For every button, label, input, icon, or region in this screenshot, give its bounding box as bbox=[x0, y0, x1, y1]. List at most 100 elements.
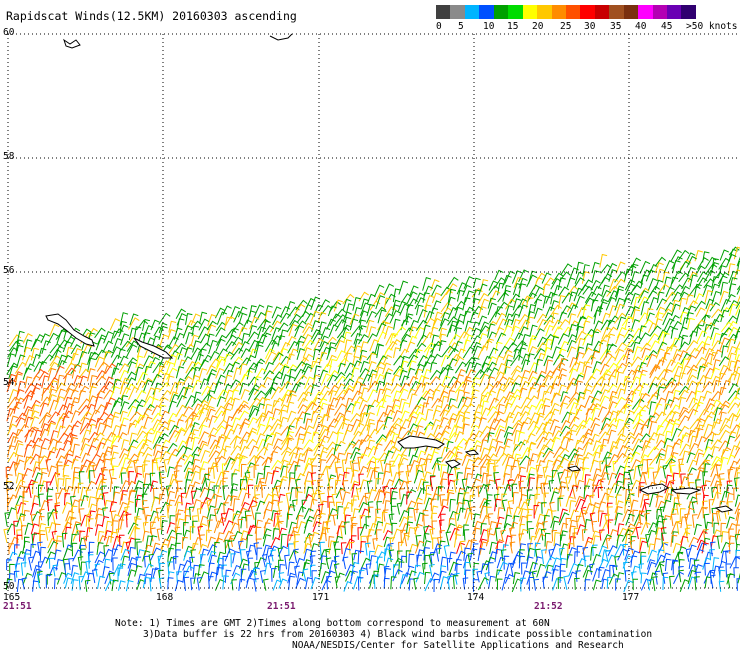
wind-barb bbox=[168, 467, 175, 477]
wind-barb bbox=[170, 516, 176, 527]
wind-barb bbox=[736, 473, 740, 487]
wind-barb bbox=[438, 506, 448, 518]
wind-barb bbox=[463, 340, 471, 353]
wind-barb bbox=[657, 387, 664, 400]
wind-barb bbox=[208, 315, 217, 326]
wind-barb bbox=[398, 389, 408, 401]
wind-barb bbox=[409, 455, 417, 465]
wind-barb bbox=[546, 360, 553, 372]
wind-barb bbox=[193, 341, 201, 353]
wind-barb bbox=[687, 356, 697, 366]
wind-barb bbox=[704, 325, 711, 337]
wind-barb bbox=[590, 369, 600, 380]
wind-barb bbox=[281, 427, 292, 436]
wind-barb bbox=[495, 499, 502, 511]
wind-barb bbox=[81, 549, 86, 561]
wind-barb bbox=[479, 418, 487, 429]
wind-barb bbox=[246, 479, 253, 490]
wind-barb bbox=[144, 461, 150, 472]
wind-barb bbox=[7, 397, 19, 408]
wind-barb bbox=[521, 571, 529, 584]
wind-barb bbox=[530, 454, 538, 466]
wind-barb bbox=[334, 542, 339, 555]
wind-barb bbox=[79, 363, 87, 373]
latitude-label: 58 bbox=[3, 151, 15, 162]
wind-barb bbox=[337, 573, 345, 583]
wind-barb bbox=[600, 349, 611, 360]
wind-barb bbox=[641, 556, 646, 569]
wind-barb bbox=[122, 556, 129, 567]
wind-barb bbox=[489, 563, 494, 576]
wind-barb bbox=[330, 302, 341, 312]
wind-barb bbox=[58, 479, 64, 492]
wind-barb bbox=[326, 337, 336, 345]
wind-barb bbox=[407, 368, 415, 379]
wind-barb bbox=[370, 556, 377, 569]
wind-barb bbox=[480, 539, 487, 549]
note-line-3: NOAA/NESDIS/Center for Satellite Applica… bbox=[292, 640, 624, 651]
wind-barb bbox=[81, 496, 89, 507]
wind-barb bbox=[90, 376, 97, 388]
wind-barb bbox=[593, 294, 603, 304]
wind-barb bbox=[688, 301, 698, 310]
wind-barb bbox=[442, 447, 450, 457]
wind-barb bbox=[126, 514, 131, 527]
wind-barb bbox=[647, 460, 652, 472]
wind-barb bbox=[646, 511, 651, 521]
wind-barb bbox=[110, 319, 120, 331]
wind-barb bbox=[343, 295, 354, 304]
wind-barb bbox=[607, 264, 617, 275]
wind-barb bbox=[655, 257, 666, 266]
wind-barb bbox=[248, 485, 253, 498]
wind-barb bbox=[480, 440, 488, 452]
note-line-2: 3)Data buffer is 22 hrs from 20160303 4)… bbox=[143, 629, 652, 640]
wind-barb bbox=[696, 308, 705, 317]
wind-barb bbox=[245, 511, 250, 521]
wind-barb bbox=[185, 385, 193, 395]
wind-barb bbox=[345, 453, 352, 464]
wind-barb bbox=[150, 578, 155, 591]
wind-barb bbox=[98, 576, 105, 589]
wind-barb bbox=[176, 405, 187, 417]
wind-barb bbox=[118, 349, 125, 359]
wind-barb bbox=[223, 556, 228, 569]
wind-barb bbox=[122, 440, 129, 450]
wind-barb bbox=[417, 451, 426, 462]
wind-barb bbox=[120, 535, 125, 546]
wind-barb bbox=[519, 327, 529, 339]
wind-barb bbox=[552, 471, 558, 484]
wind-barb bbox=[449, 511, 457, 521]
wind-barb bbox=[695, 251, 703, 262]
wind-barb bbox=[87, 396, 97, 409]
wind-barb bbox=[31, 503, 39, 515]
wind-barb bbox=[137, 321, 148, 330]
wind-barb bbox=[129, 491, 135, 505]
wind-barb bbox=[231, 362, 240, 372]
wind-barb bbox=[650, 365, 660, 375]
wind-barb bbox=[721, 282, 728, 295]
wind-barb bbox=[121, 549, 130, 560]
wind-barb bbox=[42, 341, 51, 354]
wind-barb bbox=[441, 396, 448, 408]
wind-barb bbox=[232, 580, 237, 591]
wind-barb bbox=[55, 524, 61, 535]
wind-barb bbox=[127, 446, 136, 459]
longitude-label: 177 bbox=[622, 592, 639, 603]
wind-barb bbox=[528, 495, 535, 506]
wind-barb bbox=[577, 546, 582, 557]
wind-barb bbox=[21, 563, 26, 576]
wind-barb bbox=[375, 459, 380, 471]
wind-barb bbox=[192, 380, 202, 392]
wind-barb bbox=[692, 502, 697, 514]
wind-barb bbox=[449, 334, 460, 345]
wind-barb bbox=[608, 375, 616, 385]
wind-barb bbox=[688, 318, 695, 330]
wind-barb bbox=[89, 387, 96, 401]
wind-barb bbox=[520, 529, 528, 541]
wind-barb bbox=[197, 578, 202, 591]
wind-barb bbox=[193, 500, 201, 512]
wind-barb bbox=[528, 443, 535, 457]
wind-barb bbox=[321, 556, 327, 569]
wind-barb bbox=[159, 313, 170, 324]
wind-barb bbox=[71, 573, 79, 584]
